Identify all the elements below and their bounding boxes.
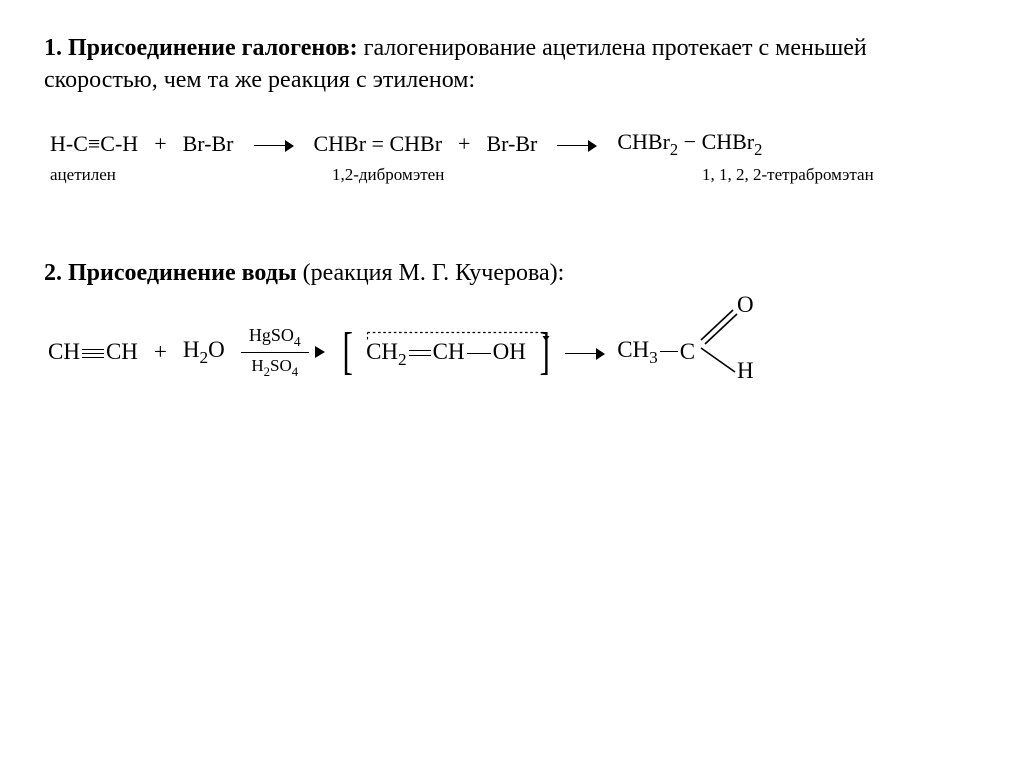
reaction2-catalyst: HgSO4 H2SO4 [237, 326, 313, 379]
section1-heading: 1. Присоединение галогенов: галогенирова… [44, 32, 980, 97]
product-dibromoethene: CHBr = CHBr [314, 131, 443, 157]
section2-number: 2. [44, 260, 62, 286]
bracket-left-icon: [ [342, 331, 352, 373]
plus-sign: + [456, 131, 472, 157]
label-tetrabromoethane: 1, 1, 2, 2-тетрабромэтан [702, 165, 874, 185]
product-tetrabromoethane: CHBr2 − CHBr2 [617, 129, 762, 159]
reactant-br2-2: Br-Br [486, 131, 537, 157]
acetylene-short: CHCH [48, 339, 138, 365]
reactant-br2: Br-Br [183, 131, 234, 157]
intermediate-bracketed: [ CH2CHOH ] [339, 331, 553, 373]
arrow-line [241, 352, 309, 353]
section2-heading: 2. Присоединение воды (реакция М. Г. Куч… [44, 257, 980, 289]
intermediate-formula: CH2CHOH [356, 333, 536, 372]
arrow-icon [248, 131, 300, 157]
reaction2-equation: CHCH + H2O HgSO4 H2SO4 [ CH2CHOH [48, 326, 980, 379]
reaction1-labels: ацетилен 1,2-дибромэтен 1, 1, 2, 2-тетра… [50, 165, 980, 185]
rearrangement-arrow-icon [364, 329, 557, 343]
catalyst-top: HgSO4 [249, 326, 301, 350]
carbon-c: C [680, 339, 695, 365]
plus-sign: + [152, 131, 168, 157]
catalyst-bottom: H2SO4 [251, 357, 298, 378]
oxygen-label: O [737, 296, 754, 317]
ch3-group: CH3 [617, 337, 658, 368]
reactant-acetylene: H-C≡C-H [50, 131, 138, 157]
arrow-icon [551, 131, 603, 157]
section1-title-bold: Присоединение галогенов: [68, 35, 358, 61]
plus-sign: + [152, 339, 169, 365]
section1-number: 1. [44, 35, 62, 61]
water: H2O [183, 337, 225, 368]
label-acetylene: ацетилен [50, 165, 332, 185]
arrowhead-icon [315, 339, 327, 365]
product-acetaldehyde: CH3C O H [617, 326, 755, 378]
bracket-right-icon: ] [539, 331, 549, 373]
section2-title-rest: (реакция М. Г. Кучерова): [297, 260, 565, 286]
label-dibromoethene: 1,2-дибромэтен [332, 165, 702, 185]
aldehyde-bonds-icon: O H [697, 296, 755, 378]
arrow-icon [565, 339, 605, 365]
reaction1-equation: H-C≡C-H + Br-Br CHBr = CHBr + Br-Br CHBr… [50, 129, 980, 159]
reaction2-lhs: CHCH + H2O [48, 337, 225, 368]
section2-title-bold: Присоединение воды [68, 260, 297, 286]
hydrogen-label: H [737, 358, 754, 378]
